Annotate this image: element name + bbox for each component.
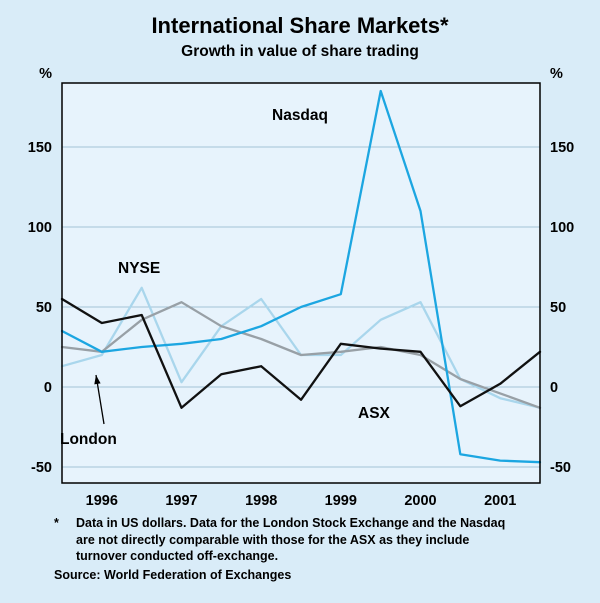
y-tick-right-0: 0 [550,380,558,396]
y-tick-left-100: 100 [28,220,52,236]
y-tick-right--50: -50 [550,460,571,476]
x-tick-1999: 1999 [325,493,357,509]
footnote-marker: * [54,516,59,530]
y-tick-left--50: -50 [31,460,52,476]
unit-label-right: % [550,66,563,82]
footnote-row: * Data in US dollars. Data for the Londo… [54,515,550,565]
footnote: * Data in US dollars. Data for the Londo… [54,515,550,583]
series-label-asx: ASX [358,405,391,422]
series-label-nyse: NYSE [118,260,160,277]
x-tick-1998: 1998 [245,493,277,509]
y-tick-left-0: 0 [44,380,52,396]
y-tick-right-100: 100 [550,220,574,236]
x-tick-1996: 1996 [86,493,118,509]
x-tick-2000: 2000 [404,493,436,509]
plot-area [62,83,540,483]
footnote-text: Data in US dollars. Data for the London … [76,516,506,563]
y-tick-left-150: 150 [28,140,52,156]
series-label-london: London [60,431,117,448]
source-note: Source: World Federation of Exchanges [54,567,292,582]
plot-border [61,82,541,484]
series-label-nasdaq: Nasdaq [272,107,328,124]
page-title: International Share Markets* [151,13,449,38]
x-tick-2001: 2001 [484,493,516,509]
page-subtitle: Growth in value of share trading [181,43,419,60]
y-tick-right-50: 50 [550,300,566,316]
london-arrow-head [94,375,101,385]
series-line-nasdaq [60,89,542,464]
y-tick-right-150: 150 [550,140,574,156]
y-tick-left-50: 50 [36,300,52,316]
line-chart: 150 150 100 100 50 50 0 0 -50 -50% % 1996 1997 1998 19… [28,66,574,509]
series-line-nyse [60,301,542,409]
x-tick-1997: 1997 [165,493,197,509]
unit-label-left: % [39,66,52,82]
series-line-asx [60,297,542,409]
